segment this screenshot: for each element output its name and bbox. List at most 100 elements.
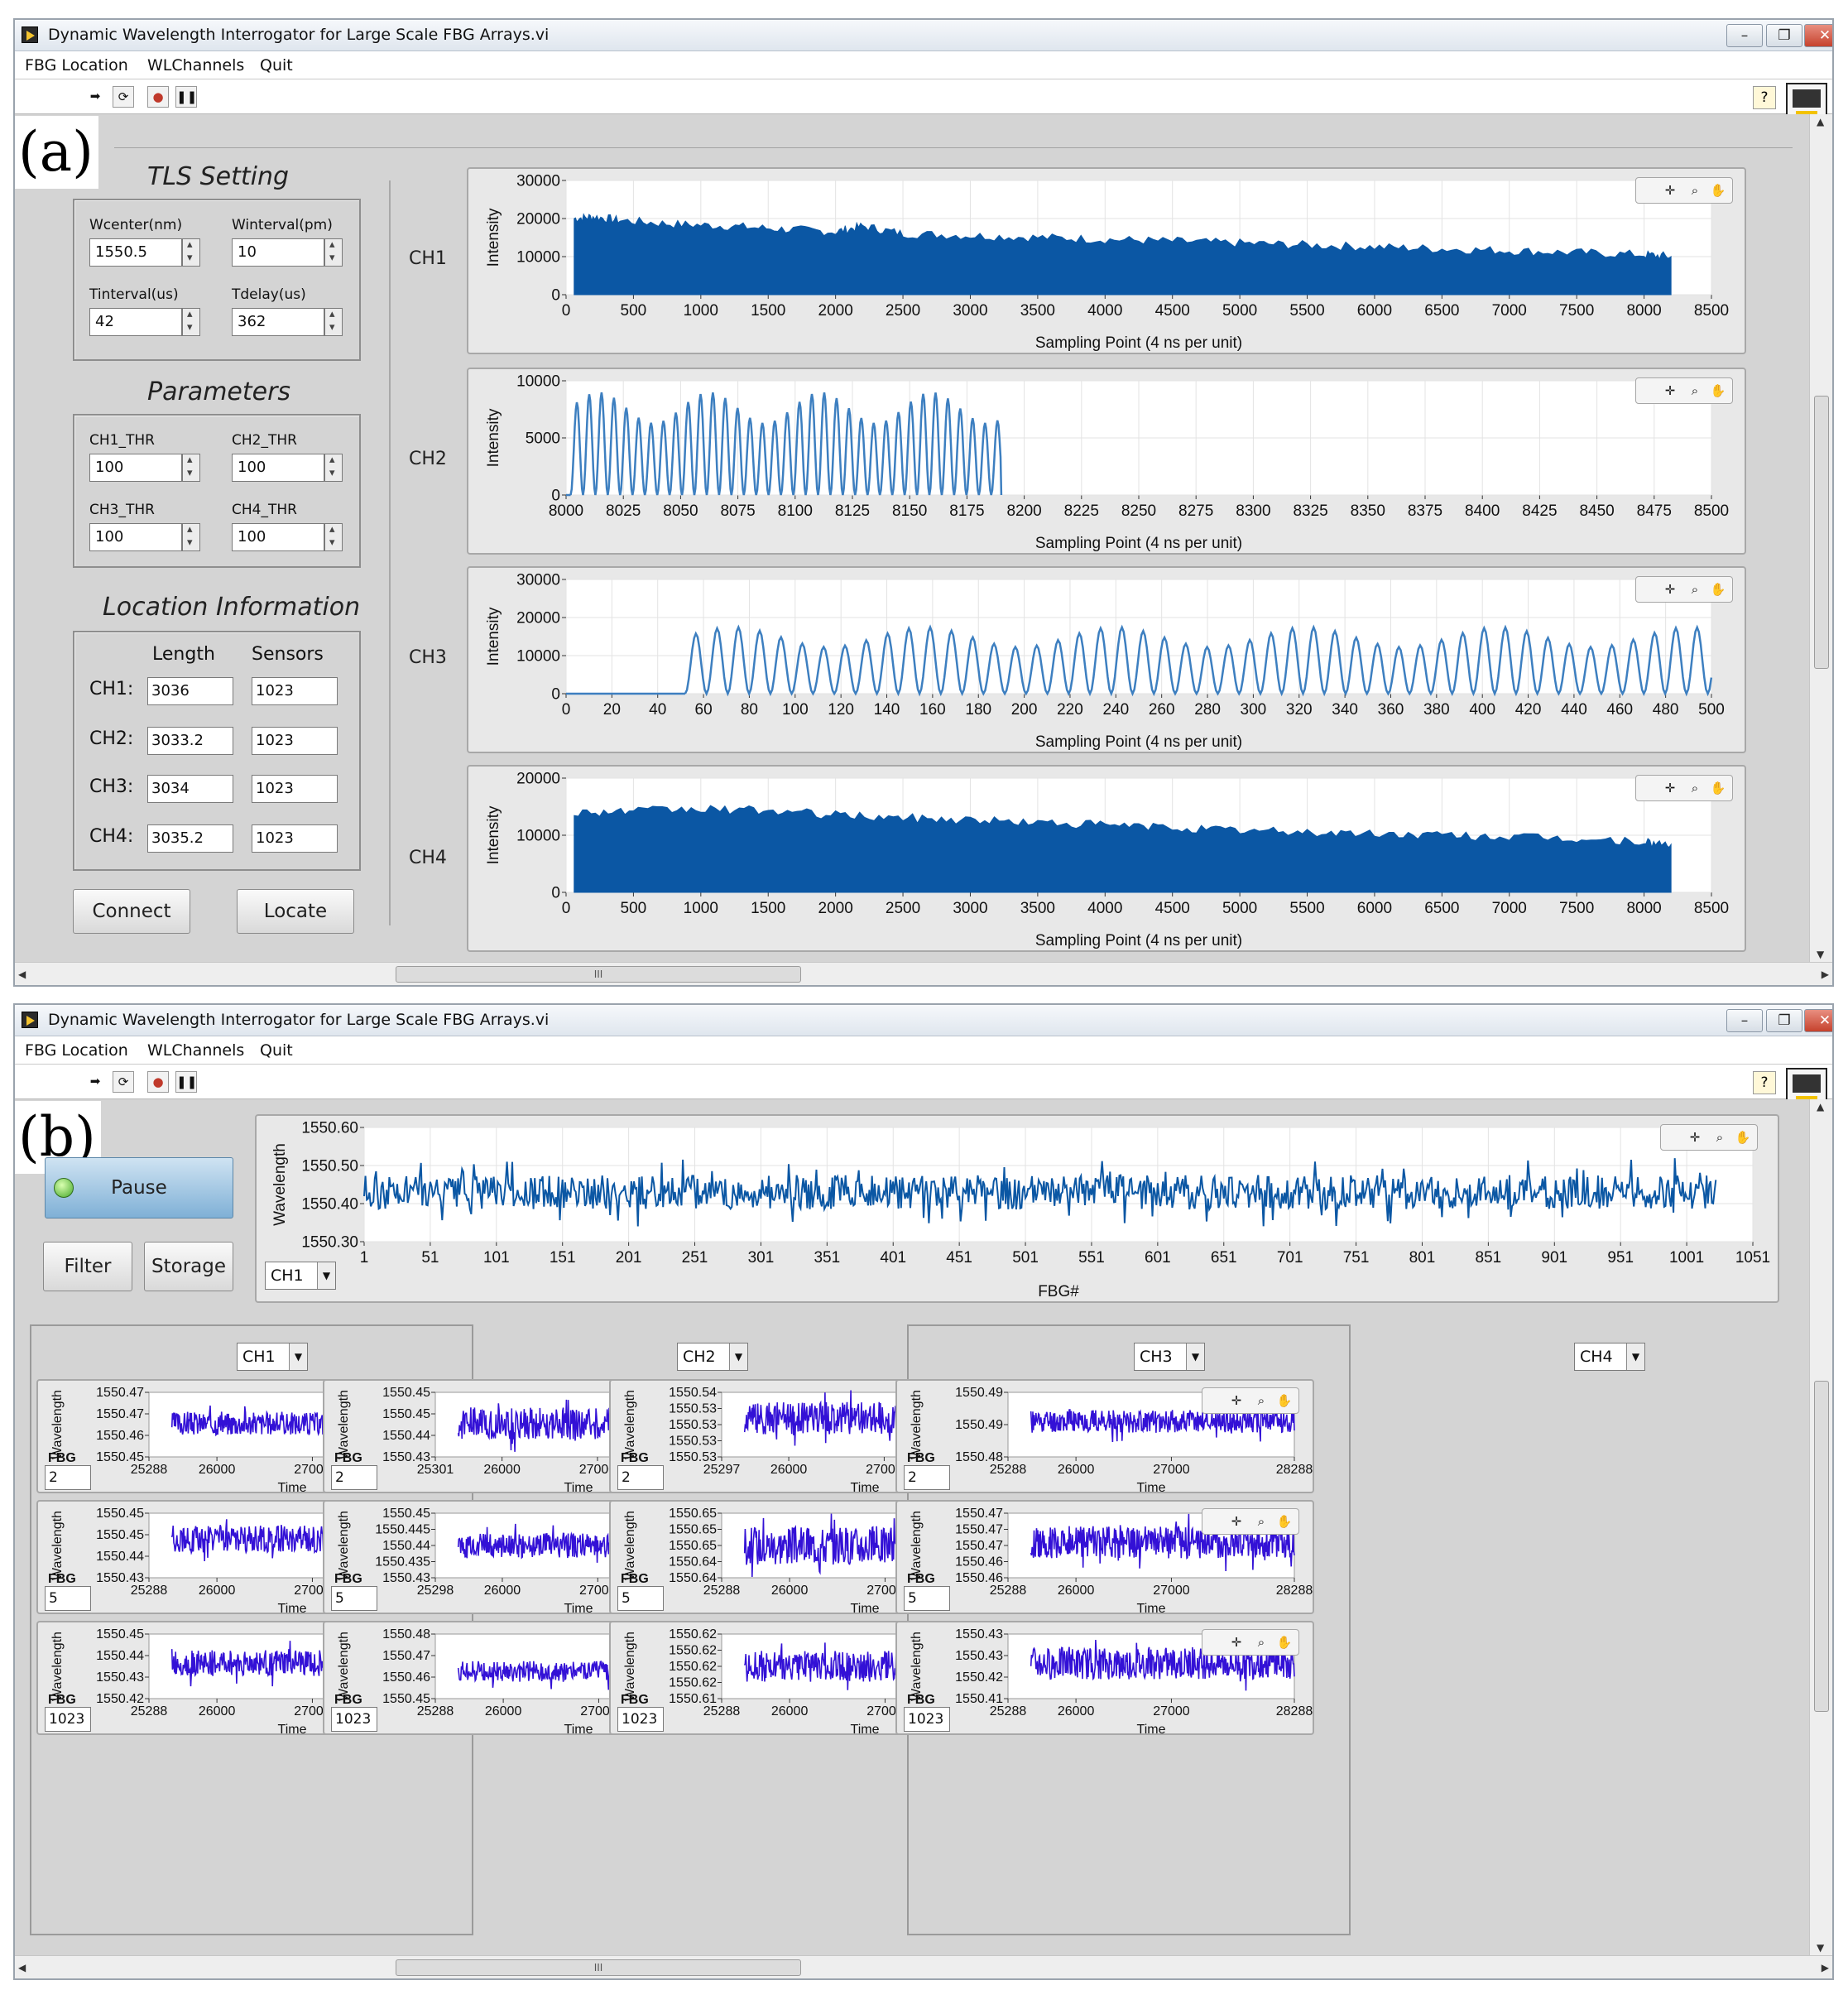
scroll-down-icon[interactable]: ▼ bbox=[1817, 949, 1825, 960]
ch2-waveform-graph[interactable]: 8000 8025 8050 8075 8100 8125 8150 8175 8200 8225… bbox=[467, 368, 1746, 555]
scroll-up-icon[interactable]: ▲ bbox=[1817, 1101, 1825, 1113]
help-icon[interactable]: ? bbox=[1753, 86, 1776, 109]
ch3-thr-input[interactable]: 100 bbox=[89, 523, 182, 551]
ch4-fbg-index-field[interactable]: 2 bbox=[904, 1465, 950, 1490]
overview-wavelength-graph[interactable]: CH1 ▼ 1 51 101 151 201 251 301 351 401 451 501 551 6… bbox=[255, 1114, 1779, 1303]
storage-button[interactable]: Storage bbox=[144, 1242, 233, 1291]
pause-icon[interactable]: ❚❚ bbox=[175, 1071, 197, 1093]
ch3-fbg-index-field[interactable]: 1023 bbox=[617, 1707, 664, 1732]
cursor-move-icon[interactable]: ✛ bbox=[1664, 781, 1676, 796]
cursor-move-icon[interactable]: ✛ bbox=[1689, 1130, 1701, 1145]
menu-quit[interactable]: Quit bbox=[260, 56, 293, 75]
ch4-thr-stepper[interactable] bbox=[324, 523, 343, 551]
ch2-sensors-field[interactable]: 1023 bbox=[252, 727, 338, 755]
cursor-move-icon[interactable]: ✛ bbox=[1231, 1635, 1242, 1650]
tinterval-stepper[interactable] bbox=[182, 308, 200, 336]
scroll-left-icon[interactable]: ◀ bbox=[18, 969, 26, 980]
ch2-channel-select[interactable]: CH2 ▼ bbox=[677, 1343, 748, 1371]
ch1-fbg-index-field[interactable]: 1023 bbox=[45, 1707, 91, 1732]
horizontal-scrollbar[interactable]: ◀ III ▶ bbox=[15, 962, 1832, 985]
connect-button[interactable]: Connect bbox=[73, 889, 190, 934]
minimize-button[interactable]: – bbox=[1726, 1009, 1763, 1032]
zoom-icon[interactable]: ⌕ bbox=[1691, 781, 1699, 796]
zoom-icon[interactable]: ⌕ bbox=[1257, 1514, 1265, 1529]
ch3-sensors-field[interactable]: 1023 bbox=[252, 775, 338, 803]
abort-icon[interactable]: ● bbox=[147, 1071, 169, 1093]
close-button[interactable]: ✕ bbox=[1804, 24, 1832, 47]
restore-button[interactable]: ❐ bbox=[1766, 1009, 1802, 1032]
pan-hand-icon[interactable]: ✋ bbox=[1276, 1514, 1293, 1529]
menu-fbg-location[interactable]: FBG Location bbox=[25, 56, 128, 75]
vertical-scrollbar[interactable]: ▲ ▼ bbox=[1809, 1099, 1832, 1955]
ch2-fbg-index-field[interactable]: 5 bbox=[331, 1586, 377, 1611]
ch1-waveform-graph[interactable]: 0 500 1000 1500 2000 2500 3000 3500 4000 4500 5000… bbox=[467, 167, 1746, 354]
ch4-waveform-graph[interactable]: 0 500 1000 1500 2000 2500 3000 3500 4000 4500 5000… bbox=[467, 765, 1746, 952]
ch2-thr-input[interactable]: 100 bbox=[232, 454, 324, 482]
ch3-fbg-index-field[interactable]: 5 bbox=[617, 1586, 664, 1611]
locate-button[interactable]: Locate bbox=[237, 889, 354, 934]
run-continuously-icon[interactable]: ⟳ bbox=[113, 86, 134, 108]
vertical-scroll-thumb[interactable] bbox=[1814, 396, 1829, 669]
run-continuously-icon[interactable]: ⟳ bbox=[113, 1071, 134, 1093]
ch2-fbg-index-field[interactable]: 1023 bbox=[331, 1707, 377, 1732]
scroll-right-icon[interactable]: ▶ bbox=[1821, 1962, 1829, 1973]
abort-icon[interactable]: ● bbox=[147, 86, 169, 108]
overview-channel-select[interactable]: CH1 ▼ bbox=[265, 1262, 336, 1290]
zoom-icon[interactable]: ⌕ bbox=[1691, 183, 1699, 198]
pan-hand-icon[interactable]: ✋ bbox=[1735, 1130, 1751, 1145]
pan-hand-icon[interactable]: ✋ bbox=[1710, 582, 1726, 597]
ch3-thr-stepper[interactable] bbox=[182, 523, 200, 551]
run-arrow-icon[interactable]: ➡ bbox=[89, 1074, 101, 1089]
ch1-thr-input[interactable]: 100 bbox=[89, 454, 182, 482]
restore-button[interactable]: ❐ bbox=[1766, 24, 1802, 47]
ch1-sensors-field[interactable]: 1023 bbox=[252, 677, 338, 705]
close-button[interactable]: ✕ bbox=[1804, 1009, 1832, 1032]
winterval-stepper[interactable] bbox=[324, 238, 343, 267]
ch1-fbg-index-field[interactable]: 2 bbox=[45, 1465, 91, 1490]
pan-hand-icon[interactable]: ✋ bbox=[1710, 183, 1726, 198]
run-arrow-icon[interactable]: ➡ bbox=[89, 89, 101, 103]
ch2-thr-stepper[interactable] bbox=[324, 454, 343, 482]
ch4-sensors-field[interactable]: 1023 bbox=[252, 824, 338, 853]
cursor-move-icon[interactable]: ✛ bbox=[1664, 183, 1676, 198]
wcenter-input[interactable]: 1550.5 bbox=[89, 238, 182, 267]
ch4-channel-select[interactable]: CH4 ▼ bbox=[1574, 1343, 1645, 1371]
cursor-move-icon[interactable]: ✛ bbox=[1664, 582, 1676, 597]
ch4-fbg-index-field[interactable]: 5 bbox=[904, 1586, 950, 1611]
ch3-channel-select[interactable]: CH3 ▼ bbox=[1134, 1343, 1205, 1371]
ch2-fbg-index-field[interactable]: 2 bbox=[331, 1465, 377, 1490]
filter-button[interactable]: Filter bbox=[43, 1242, 132, 1291]
menu-wlchannels[interactable]: WLChannels bbox=[147, 1041, 245, 1060]
cursor-move-icon[interactable]: ✛ bbox=[1231, 1514, 1242, 1529]
ch1-channel-select[interactable]: CH1 ▼ bbox=[237, 1343, 308, 1371]
zoom-icon[interactable]: ⌕ bbox=[1691, 582, 1699, 597]
zoom-icon[interactable]: ⌕ bbox=[1257, 1635, 1265, 1650]
ch4-fbg-index-field[interactable]: 1023 bbox=[904, 1707, 950, 1732]
tdelay-input[interactable]: 362 bbox=[232, 308, 324, 336]
tinterval-input[interactable]: 42 bbox=[89, 308, 182, 336]
ch3-waveform-graph[interactable]: 0 20 40 60 80 100 120 140 160 180 200 220 240 260 280 3… bbox=[467, 566, 1746, 753]
menu-quit[interactable]: Quit bbox=[260, 1041, 293, 1060]
ch1-fbg-index-field[interactable]: 5 bbox=[45, 1586, 91, 1611]
zoom-icon[interactable]: ⌕ bbox=[1691, 383, 1699, 398]
menu-fbg-location[interactable]: FBG Location bbox=[25, 1041, 128, 1060]
scroll-up-icon[interactable]: ▲ bbox=[1817, 116, 1825, 127]
ch4-fbg-2-time-graph[interactable]: 1550.48 1550.49 1550.49 25288 26000 27000 2828… bbox=[895, 1379, 1314, 1493]
horizontal-scroll-thumb[interactable]: III bbox=[396, 1959, 801, 1976]
zoom-icon[interactable]: ⌕ bbox=[1716, 1130, 1724, 1145]
ch1-thr-stepper[interactable] bbox=[182, 454, 200, 482]
ch1-length-field[interactable]: 3036 bbox=[147, 677, 233, 705]
scroll-left-icon[interactable]: ◀ bbox=[18, 1962, 26, 1973]
minimize-button[interactable]: – bbox=[1726, 24, 1763, 47]
pan-hand-icon[interactable]: ✋ bbox=[1710, 781, 1726, 796]
pan-hand-icon[interactable]: ✋ bbox=[1710, 383, 1726, 398]
vertical-scroll-thumb[interactable] bbox=[1814, 1381, 1829, 1712]
ch4-fbg-5-time-graph[interactable]: 1550.46 1550.46 1550.47 1550.47 1550.47 25288… bbox=[895, 1500, 1314, 1614]
pause-button[interactable]: Pause bbox=[45, 1157, 233, 1219]
scroll-right-icon[interactable]: ▶ bbox=[1821, 969, 1829, 980]
menu-wlchannels[interactable]: WLChannels bbox=[147, 56, 245, 75]
wcenter-stepper[interactable] bbox=[182, 238, 200, 267]
ch3-length-field[interactable]: 3034 bbox=[147, 775, 233, 803]
winterval-input[interactable]: 10 bbox=[232, 238, 324, 267]
pan-hand-icon[interactable]: ✋ bbox=[1276, 1635, 1293, 1650]
